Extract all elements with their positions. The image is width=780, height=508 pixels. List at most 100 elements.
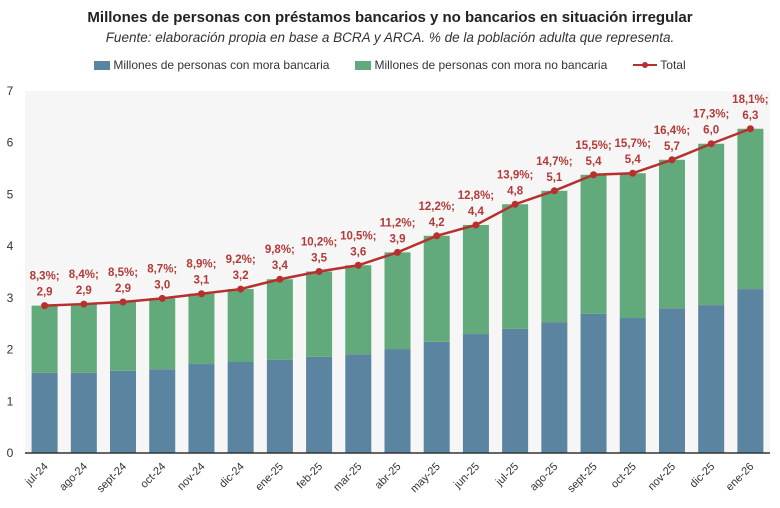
bar-no-bancaria [110,301,137,371]
data-label-total: 3,0 [154,279,170,291]
total-point [629,169,637,177]
x-tick-label: nov-24 [175,461,207,493]
bar-no-bancaria [227,289,254,362]
x-tick-label: dic-24 [217,461,247,491]
data-label-percent: 8,9%; [186,259,216,271]
bar-bancaria [31,372,58,453]
bar-no-bancaria [462,224,489,335]
legend-item-no-bancaria: Millones de personas con mora no bancari… [355,58,607,72]
bar-bancaria [698,305,725,453]
bar-bancaria [737,289,764,453]
bar-no-bancaria [541,190,568,323]
bar-no-bancaria [345,265,372,355]
x-tick-label: ago-25 [528,461,561,494]
y-tick-label: 1 [7,394,14,408]
data-label-percent: 9,2%; [226,254,256,266]
bar-no-bancaria [737,128,764,290]
y-tick-label: 6 [7,136,14,150]
x-tick-label: nov-25 [646,461,678,493]
data-label-percent: 15,5%; [575,140,611,152]
y-tick-label: 4 [7,239,14,253]
data-label-total: 6,0 [703,125,719,137]
data-label-total: 3,5 [311,252,328,264]
data-label-total: 5,7 [664,141,680,153]
data-label-total: 2,9 [76,285,92,297]
data-label-total: 3,6 [350,246,366,258]
data-label-total: 5,4 [586,156,603,168]
total-point [119,298,127,306]
y-tick-label: 3 [7,291,14,305]
total-point [315,267,323,275]
data-label-percent: 11,2%; [380,217,416,229]
data-label-percent: 12,8%; [458,190,494,202]
total-point [472,221,480,229]
total-point [511,200,519,208]
total-point [158,294,166,302]
y-tick-label: 5 [7,187,14,201]
x-tick-label: may-25 [408,461,442,495]
total-point [237,285,245,293]
x-tick-label: ene-26 [724,461,757,494]
x-tick-label: oct-25 [609,461,639,491]
bar-bancaria [110,370,137,453]
legend-label: Millones de personas con mora bancaria [113,58,330,72]
x-tick-label: abr-25 [373,461,404,492]
bar-no-bancaria [306,271,333,357]
legend: Millones de personas con mora bancaria M… [0,58,780,72]
bar-bancaria [541,322,568,453]
data-label-percent: 8,4%; [69,269,99,281]
chart-title: Millones de personas con préstamos banca… [87,9,693,26]
bar-bancaria [462,334,489,453]
data-label-total: 4,4 [468,206,485,218]
bar-no-bancaria [149,298,176,370]
data-label-percent: 18,1%; [732,94,768,106]
bar-bancaria [658,308,685,453]
data-label-percent: 9,8%; [265,244,295,256]
legend-label: Total [660,58,686,72]
total-point [394,248,401,256]
data-label-total: 4,8 [507,185,524,197]
total-point [433,232,441,240]
y-tick-label: 7 [7,84,14,98]
data-label-total: 4,2 [429,217,445,229]
bar-no-bancaria [580,174,607,314]
data-label-total: 6,3 [742,110,758,122]
bar-no-bancaria [266,279,293,360]
total-point [197,290,205,298]
data-label-percent: 16,4%; [654,125,690,137]
legend-swatch [355,60,372,70]
bar-bancaria [619,318,646,453]
data-label-percent: 17,3%; [693,109,729,121]
bar-bancaria [423,341,450,453]
bar-bancaria [345,354,372,453]
data-label-total: 3,9 [390,233,406,245]
data-label-percent: 14,7%; [536,156,572,168]
total-point [276,275,284,283]
legend-swatch [94,60,111,70]
bar-no-bancaria [423,235,450,342]
total-point [354,261,362,269]
bar-no-bancaria [502,204,529,329]
x-tick-label: mar-25 [331,461,364,494]
y-tick-label: 2 [7,343,14,357]
x-tick-label: dic-25 [688,461,718,491]
data-label-total: 3,1 [193,275,210,287]
y-tick-label: 0 [7,446,14,460]
bar-bancaria [384,349,411,453]
total-point [550,187,558,195]
data-label-total: 5,4 [625,154,642,166]
data-label-total: 5,1 [546,172,563,184]
data-label-percent: 13,9%; [497,169,533,181]
data-label-total: 3,4 [272,260,289,272]
bar-bancaria [149,369,176,453]
bar-no-bancaria [384,252,411,350]
bar-bancaria [502,328,529,453]
bar-no-bancaria [188,293,215,365]
bar-bancaria [266,359,293,453]
bar-no-bancaria [658,159,685,309]
bar-no-bancaria [31,305,58,373]
data-label-total: 2,9 [115,283,131,295]
total-point [746,125,754,133]
bar-bancaria [227,361,254,453]
